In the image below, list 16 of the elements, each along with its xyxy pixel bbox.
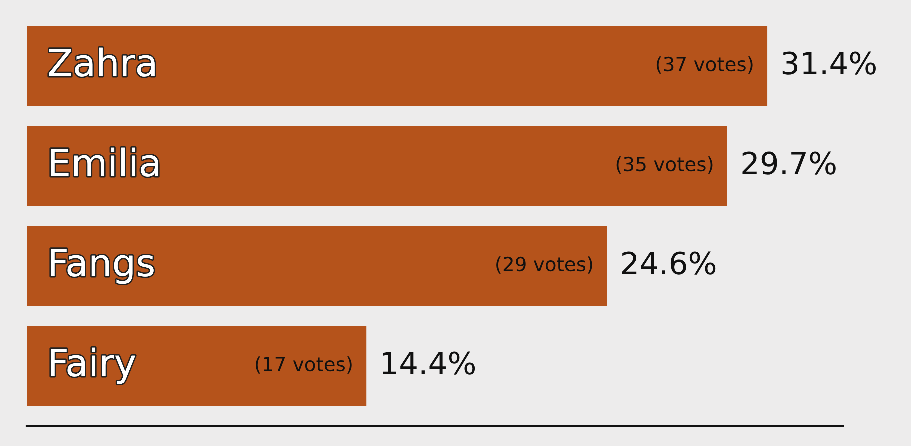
y-tick-label: Fairy (51, 348, 136, 384)
y-tick-label: Emilia (51, 148, 158, 177)
bar (27, 326, 367, 406)
bar (27, 26, 768, 106)
annotation: (37 votes) (656, 56, 753, 74)
data-label: 24.6% (622, 252, 716, 275)
annotation: (17 votes) (256, 356, 352, 374)
data-label: 31.4% (782, 52, 876, 75)
annotation: (29 votes) (496, 256, 592, 274)
data-label: 29.7% (742, 152, 836, 175)
data-label: 14.4% (383, 352, 476, 375)
bar (27, 226, 608, 306)
annotation: (35 votes) (616, 156, 713, 174)
bar (27, 126, 728, 206)
y-tick-label: Fangs (51, 249, 154, 284)
y-tick-label: Zahra (49, 48, 155, 77)
